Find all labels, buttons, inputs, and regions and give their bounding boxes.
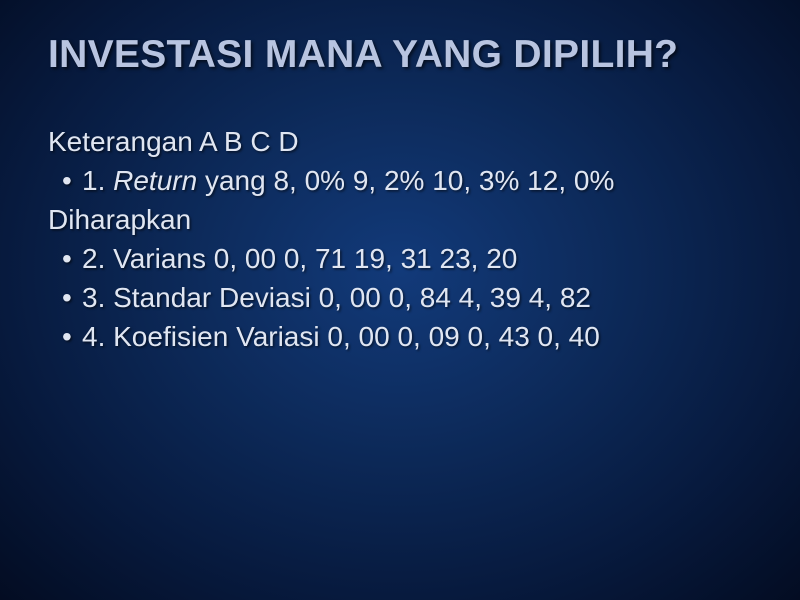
- bullet-dot-icon: •: [62, 163, 82, 200]
- bullet-item: •3. Standar Deviasi 0, 00 0, 84 4, 39 4,…: [48, 280, 764, 317]
- bullet-text: 3. Standar Deviasi 0, 00 0, 84 4, 39 4, …: [82, 282, 591, 313]
- slide-body: Keterangan A B C D •1. Return yang 8, 0%…: [48, 124, 764, 356]
- bullet-dot-icon: •: [62, 241, 82, 278]
- bullet-item: •4. Koefisien Variasi 0, 00 0, 09 0, 43 …: [48, 319, 764, 356]
- slide: INVESTASI MANA YANG DIPILIH? Keterangan …: [0, 0, 800, 600]
- bullet-text: 2. Varians 0, 00 0, 71 19, 31 23, 20: [82, 243, 517, 274]
- bullet-item: •1. Return yang 8, 0% 9, 2% 10, 3% 12, 0…: [48, 163, 764, 200]
- slide-title: INVESTASI MANA YANG DIPILIH?: [48, 34, 764, 76]
- subtitle-line: Keterangan A B C D: [48, 124, 764, 161]
- bullet-item: •2. Varians 0, 00 0, 71 19, 31 23, 20: [48, 241, 764, 278]
- bullet-dot-icon: •: [62, 319, 82, 356]
- bullet-dot-icon: •: [62, 280, 82, 317]
- bullet-prefix: 1.: [82, 165, 113, 196]
- bullet-continuation: Diharapkan: [48, 202, 764, 239]
- bullet-rest: yang 8, 0% 9, 2% 10, 3% 12, 0%: [205, 165, 614, 196]
- bullet-italic: Return: [113, 165, 205, 196]
- bullet-text: 4. Koefisien Variasi 0, 00 0, 09 0, 43 0…: [82, 321, 600, 352]
